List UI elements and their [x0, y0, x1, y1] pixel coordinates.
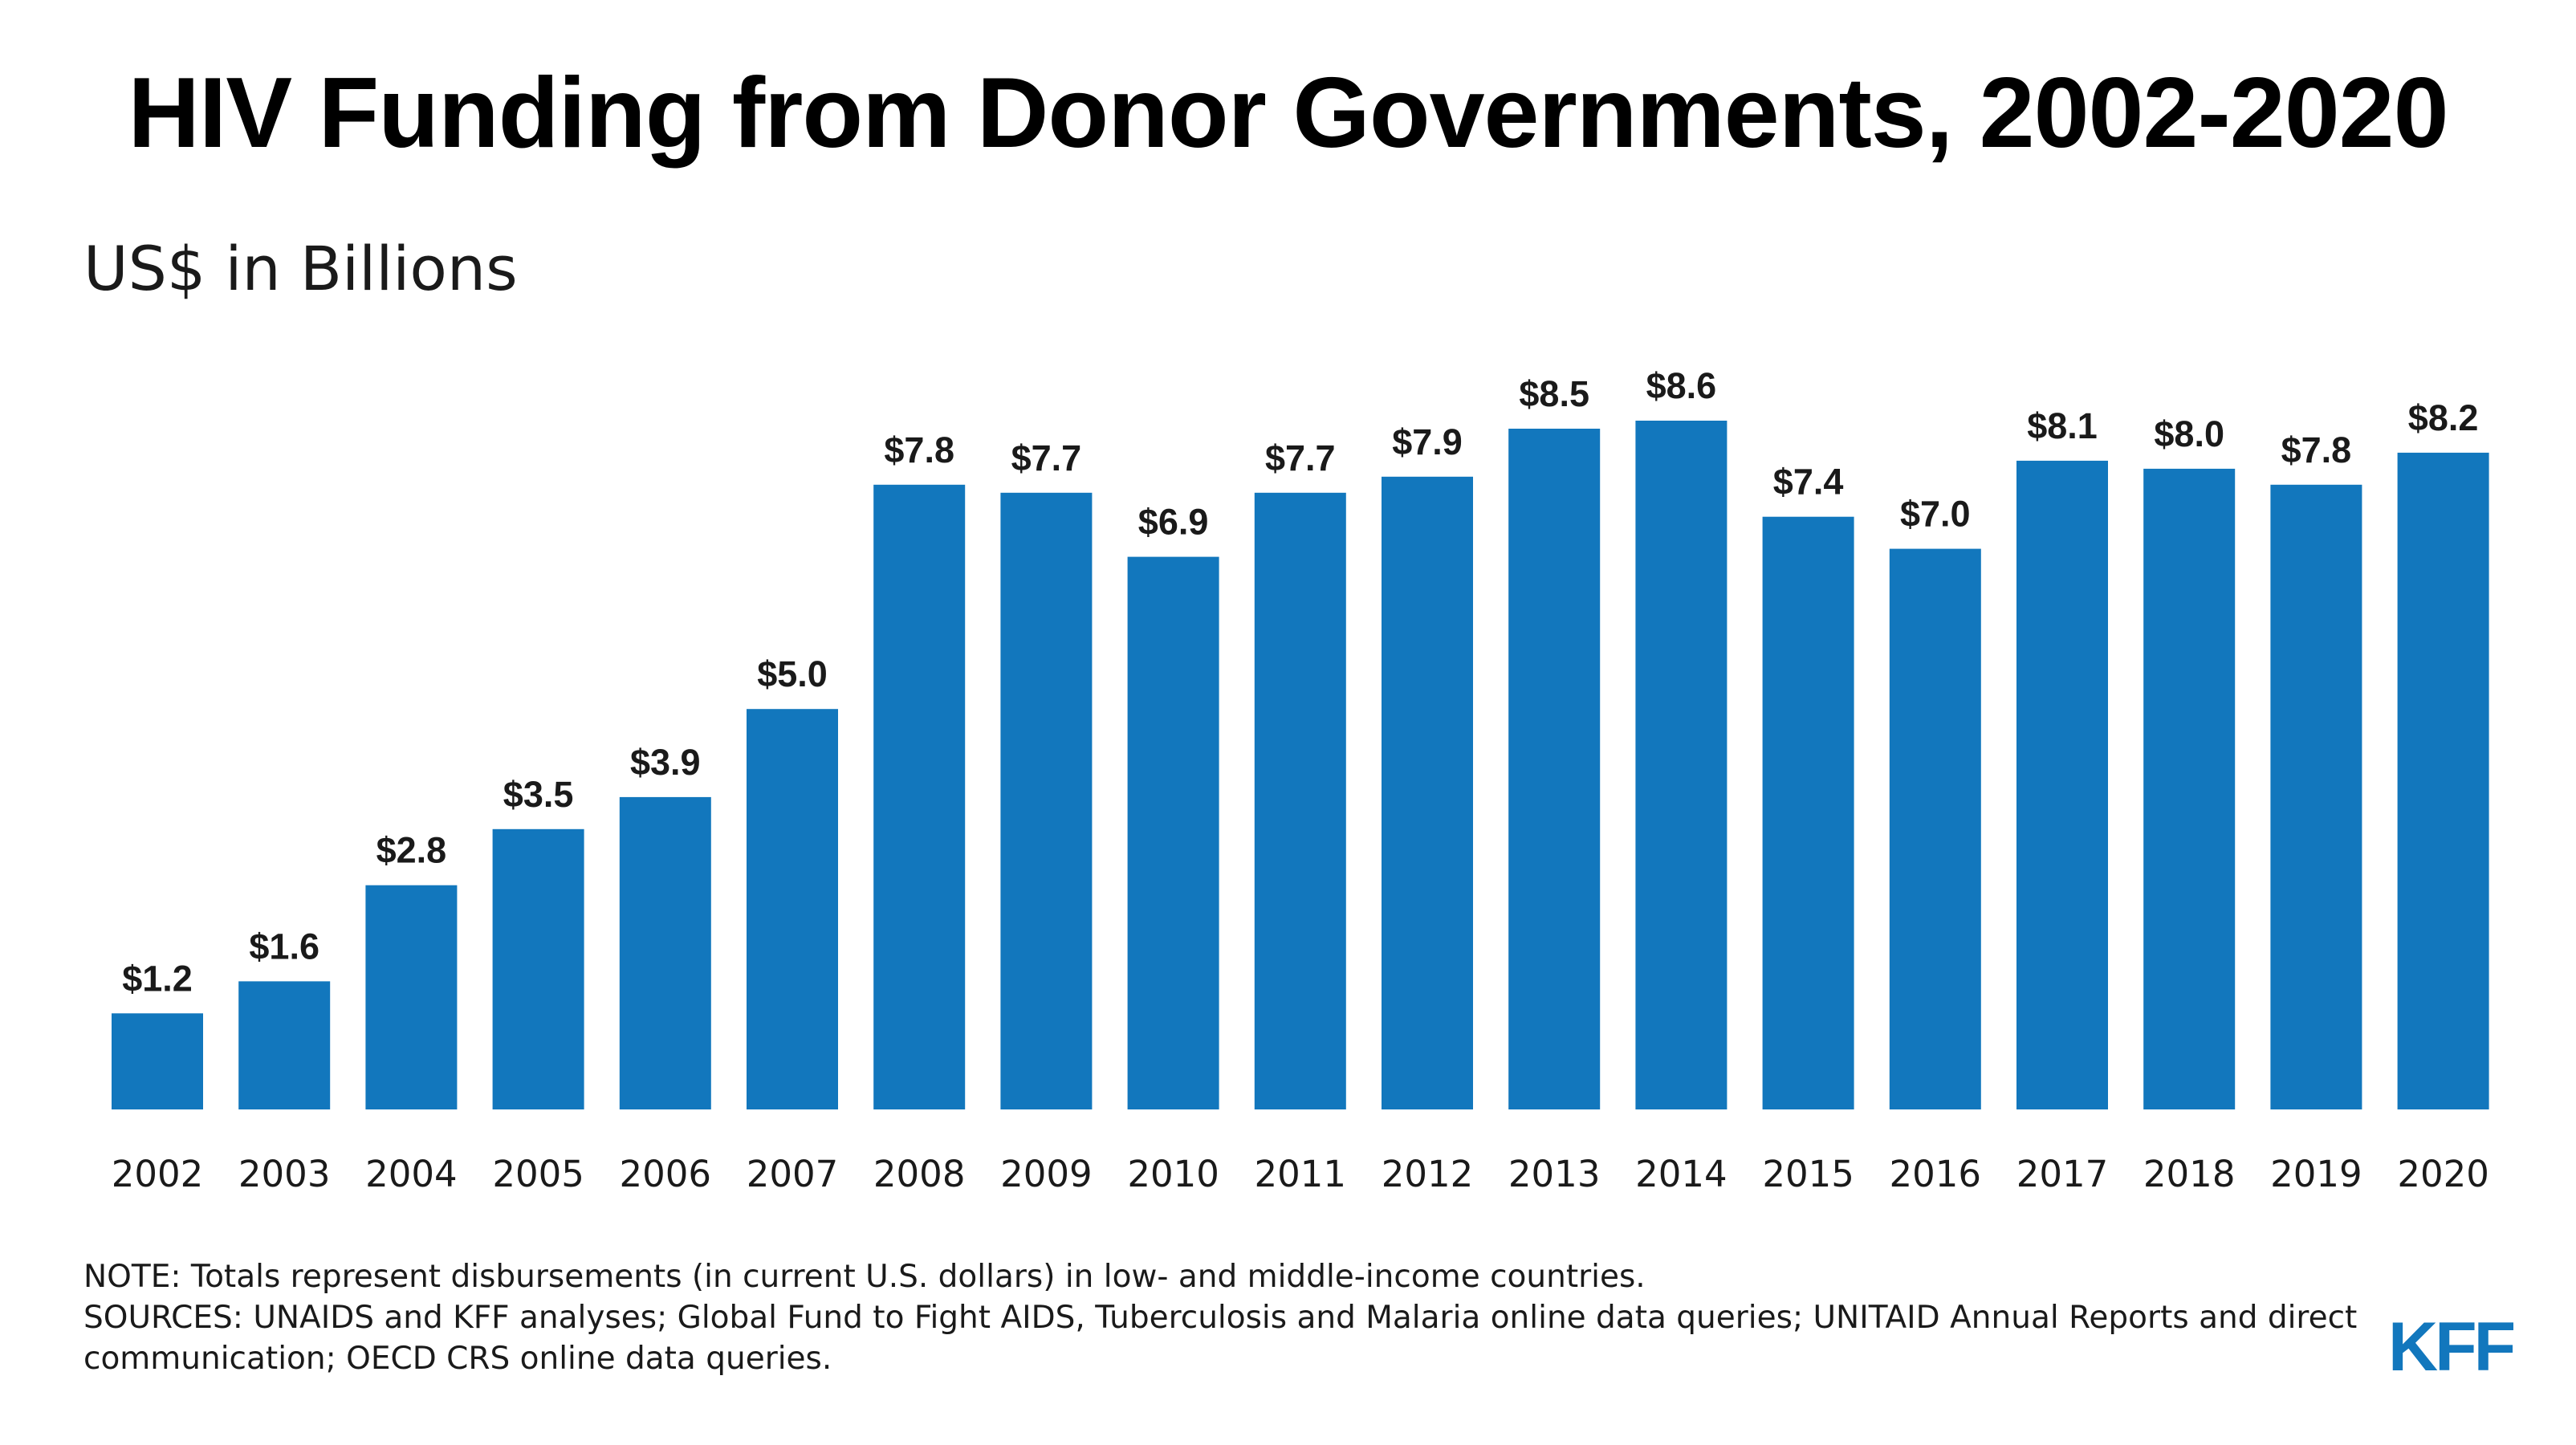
x-tick-label-2016: 2016	[1890, 1153, 1982, 1195]
bar-2020	[2397, 452, 2489, 1109]
value-label-2020: $8.2	[2408, 397, 2479, 438]
x-tick-label-2005: 2005	[492, 1153, 584, 1195]
bar-2010	[1127, 556, 1219, 1109]
value-label-2007: $5.0	[757, 653, 828, 694]
bar-2019	[2270, 484, 2362, 1109]
note-text: NOTE: Totals represent disbursements (in…	[83, 1259, 1646, 1295]
kff-logo: KFF	[2388, 1309, 2516, 1386]
value-label-2018: $8.0	[2154, 413, 2224, 454]
x-tick-label-2006: 2006	[620, 1153, 712, 1195]
bar-2014	[1635, 421, 1728, 1109]
x-tick-label-2002: 2002	[112, 1153, 204, 1195]
bar-2004	[365, 885, 458, 1109]
bar-2011	[1254, 492, 1346, 1109]
value-label-2017: $8.1	[2027, 405, 2098, 446]
bar-2002	[112, 1013, 203, 1109]
x-tick-label-2009: 2009	[1000, 1153, 1093, 1195]
value-label-2009: $7.7	[1011, 438, 1082, 478]
bar-2015	[1762, 516, 1854, 1109]
bar-2018	[2143, 468, 2236, 1109]
bar-2012	[1382, 476, 1473, 1109]
value-label-2006: $3.9	[630, 742, 701, 783]
value-label-2008: $7.8	[884, 429, 954, 470]
x-tick-label-2015: 2015	[1762, 1153, 1854, 1195]
bar-2007	[747, 709, 838, 1109]
sources-text: SOURCES: UNAIDS and KFF analyses; Global…	[83, 1300, 2358, 1377]
x-tick-label-2003: 2003	[238, 1153, 331, 1195]
chart-title: HIV Funding from Donor Governments, 2002…	[128, 58, 2448, 169]
x-tick-label-2013: 2013	[1508, 1153, 1601, 1195]
value-label-2013: $8.5	[1519, 373, 1589, 414]
value-label-2002: $1.2	[122, 958, 193, 999]
bar-2009	[1000, 492, 1093, 1109]
x-tick-labels-group: 2002 2003 2004 2005 2006 2007 2008 2009 2010 2011…	[112, 1153, 2489, 1195]
value-label-2019: $7.8	[2281, 429, 2352, 470]
value-label-2012: $7.9	[1392, 421, 1463, 462]
x-tick-label-2012: 2012	[1382, 1153, 1474, 1195]
x-tick-label-2019: 2019	[2270, 1153, 2362, 1195]
value-label-2014: $8.6	[1646, 365, 1717, 406]
x-tick-label-2010: 2010	[1127, 1153, 1219, 1195]
x-tick-label-2011: 2011	[1255, 1153, 1347, 1195]
bar-2013	[1508, 429, 1601, 1109]
bars-group	[112, 421, 2489, 1109]
x-tick-label-2014: 2014	[1635, 1153, 1728, 1195]
value-label-2003: $1.6	[249, 926, 319, 967]
bar-2008	[873, 484, 966, 1109]
bar-2017	[2016, 460, 2108, 1109]
bar-2006	[619, 796, 711, 1109]
bar-2016	[1889, 548, 1981, 1109]
bar-chart: $1.2 $1.6 $2.8 $3.5 $3.9 $5.0 $7.8 $7.7 $6.9 $7.7…	[112, 365, 2489, 1195]
bar-2005	[492, 828, 584, 1109]
x-tick-label-2007: 2007	[747, 1153, 839, 1195]
x-tick-label-2018: 2018	[2143, 1153, 2236, 1195]
value-label-2004: $2.8	[376, 830, 447, 871]
x-tick-label-2008: 2008	[873, 1153, 966, 1195]
x-tick-label-2017: 2017	[2016, 1153, 2109, 1195]
value-labels-group: $1.2 $1.6 $2.8 $3.5 $3.9 $5.0 $7.8 $7.7 $6.9 $7.7…	[122, 365, 2478, 999]
value-label-2005: $3.5	[503, 774, 574, 815]
x-tick-label-2020: 2020	[2397, 1153, 2489, 1195]
value-label-2015: $7.4	[1773, 462, 1844, 503]
value-label-2016: $7.0	[1900, 494, 1971, 535]
x-tick-label-2004: 2004	[365, 1153, 458, 1195]
chart-notes: NOTE: Totals represent disbursements (in…	[83, 1256, 2403, 1379]
value-label-2010: $6.9	[1138, 502, 1209, 543]
bar-2003	[238, 981, 331, 1109]
chart-subtitle: US$ in Billions	[83, 233, 518, 304]
value-label-2011: $7.7	[1265, 438, 1336, 478]
